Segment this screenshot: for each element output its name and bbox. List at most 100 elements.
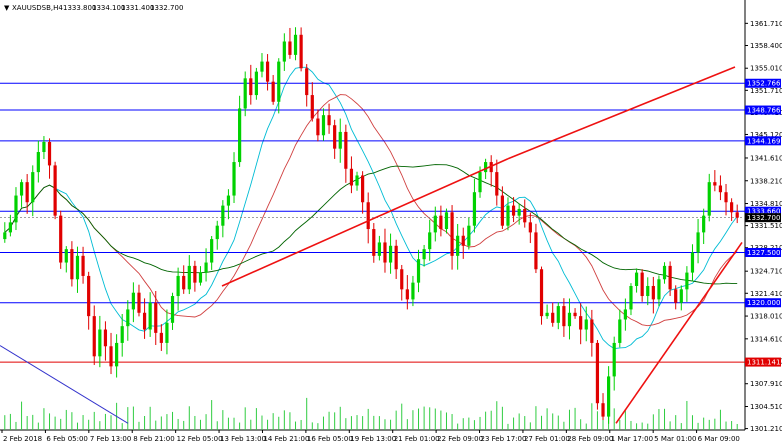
- y-tick-label: 1304.510: [750, 403, 782, 411]
- candle-body: [182, 275, 186, 290]
- candle-body: [221, 205, 225, 226]
- plot-area: [0, 0, 745, 430]
- candle-body: [428, 232, 432, 250]
- y-tick-label: 1358.400: [750, 42, 782, 50]
- candle-body: [416, 259, 421, 283]
- candle-body: [545, 312, 549, 317]
- x-tick-label: 1 Mar 17:00: [611, 435, 653, 443]
- candle-body: [265, 61, 270, 82]
- candle-body: [226, 195, 231, 206]
- candle-body: [484, 162, 488, 173]
- candle-body: [310, 95, 314, 119]
- candle-body: [584, 319, 588, 330]
- level-label: 1327.500: [747, 249, 780, 257]
- header-high: 1334.100: [92, 4, 125, 12]
- candle-body: [103, 329, 108, 347]
- candle-body: [394, 245, 398, 270]
- candle-body: [590, 319, 594, 343]
- candle-body: [70, 249, 74, 280]
- candle-body: [383, 242, 387, 263]
- candle-body: [31, 172, 35, 203]
- candle-body: [282, 41, 286, 62]
- y-tick-label: 1324.710: [750, 268, 782, 276]
- candle-body: [271, 81, 275, 102]
- level-label: 1344.169: [747, 137, 780, 145]
- ma-mid-line: [4, 94, 738, 327]
- candle-body: [165, 322, 169, 343]
- trendline-support: [615, 241, 743, 424]
- y-tick-label: 1301.210: [750, 425, 782, 433]
- candle-body: [288, 41, 292, 55]
- candle-body: [579, 316, 583, 330]
- y-tick-label: 1355.010: [750, 65, 782, 73]
- candle-body: [400, 269, 404, 290]
- candles: [3, 27, 739, 424]
- candle-body: [707, 182, 711, 216]
- candle-body: [534, 232, 538, 270]
- candle-body: [131, 292, 135, 310]
- candle-body: [500, 195, 504, 226]
- x-tick-label: 27 Feb 01:00: [524, 435, 570, 443]
- current-price-label: 1332.700: [747, 214, 780, 222]
- candle-body: [64, 249, 68, 263]
- trendline-blue: [0, 345, 129, 424]
- candle-body: [433, 215, 437, 233]
- current-price-box: [745, 213, 781, 223]
- candle-body: [327, 115, 331, 126]
- candle-body: [349, 168, 354, 186]
- x-tick-label: 16 Feb 05:00: [307, 435, 353, 443]
- candle-body: [277, 61, 281, 102]
- candle-body: [8, 222, 12, 233]
- ma-slow-line: [4, 164, 738, 285]
- candle-body: [3, 232, 7, 240]
- candle-body: [730, 202, 734, 213]
- candle-body: [411, 282, 415, 300]
- x-tick-label: 21 Feb 01:00: [394, 435, 440, 443]
- candle-body: [724, 192, 728, 203]
- candle-body: [690, 252, 695, 273]
- candle-body: [232, 162, 236, 196]
- candle-body: [422, 249, 426, 260]
- candle-body: [148, 302, 152, 330]
- candle-body: [528, 222, 532, 233]
- candle-body: [612, 342, 616, 377]
- x-tick-label: 19 Feb 13:00: [350, 435, 396, 443]
- candle-body: [299, 34, 303, 69]
- x-tick-label: 22 Feb 09:00: [437, 435, 483, 443]
- candle-body: [685, 272, 689, 290]
- x-tick-label: 6 Mar 09:00: [698, 435, 740, 443]
- y-tick-label: 1341.610: [750, 154, 782, 162]
- trendline-upper-leg: [507, 66, 736, 160]
- candle-body: [47, 141, 52, 166]
- candle-body: [198, 272, 203, 283]
- header-open: 1333.800: [63, 4, 96, 12]
- candle-body: [137, 292, 141, 313]
- y-tick-label: 1334.810: [750, 200, 782, 208]
- trendline-lower-leg: [221, 157, 509, 287]
- candle-body: [305, 68, 309, 96]
- candle-body: [170, 296, 175, 323]
- candle-body: [321, 115, 326, 136]
- level-label-box: [745, 206, 781, 216]
- y-tick-label: 1318.010: [750, 313, 782, 321]
- level-label: 1352.766: [747, 80, 781, 88]
- candle-body: [92, 316, 96, 357]
- candle-body: [126, 309, 130, 327]
- level-label: 1333.660: [747, 208, 780, 216]
- candle-body: [668, 265, 672, 290]
- candle-body: [562, 306, 566, 327]
- candle-body: [14, 195, 18, 223]
- candle-body: [316, 118, 320, 136]
- y-tick-label: 1314.610: [750, 335, 782, 343]
- level-label: 1348.766: [747, 107, 781, 115]
- candle-body: [629, 285, 633, 310]
- horizontal-levels: [0, 82, 745, 363]
- x-tick-label: 8 Feb 21:00: [133, 435, 174, 443]
- candle-body: [204, 262, 208, 273]
- candle-body: [461, 235, 465, 246]
- candle-body: [573, 312, 577, 317]
- level-label-box: [745, 78, 781, 88]
- candle-body: [193, 265, 197, 283]
- candle-body: [539, 269, 544, 317]
